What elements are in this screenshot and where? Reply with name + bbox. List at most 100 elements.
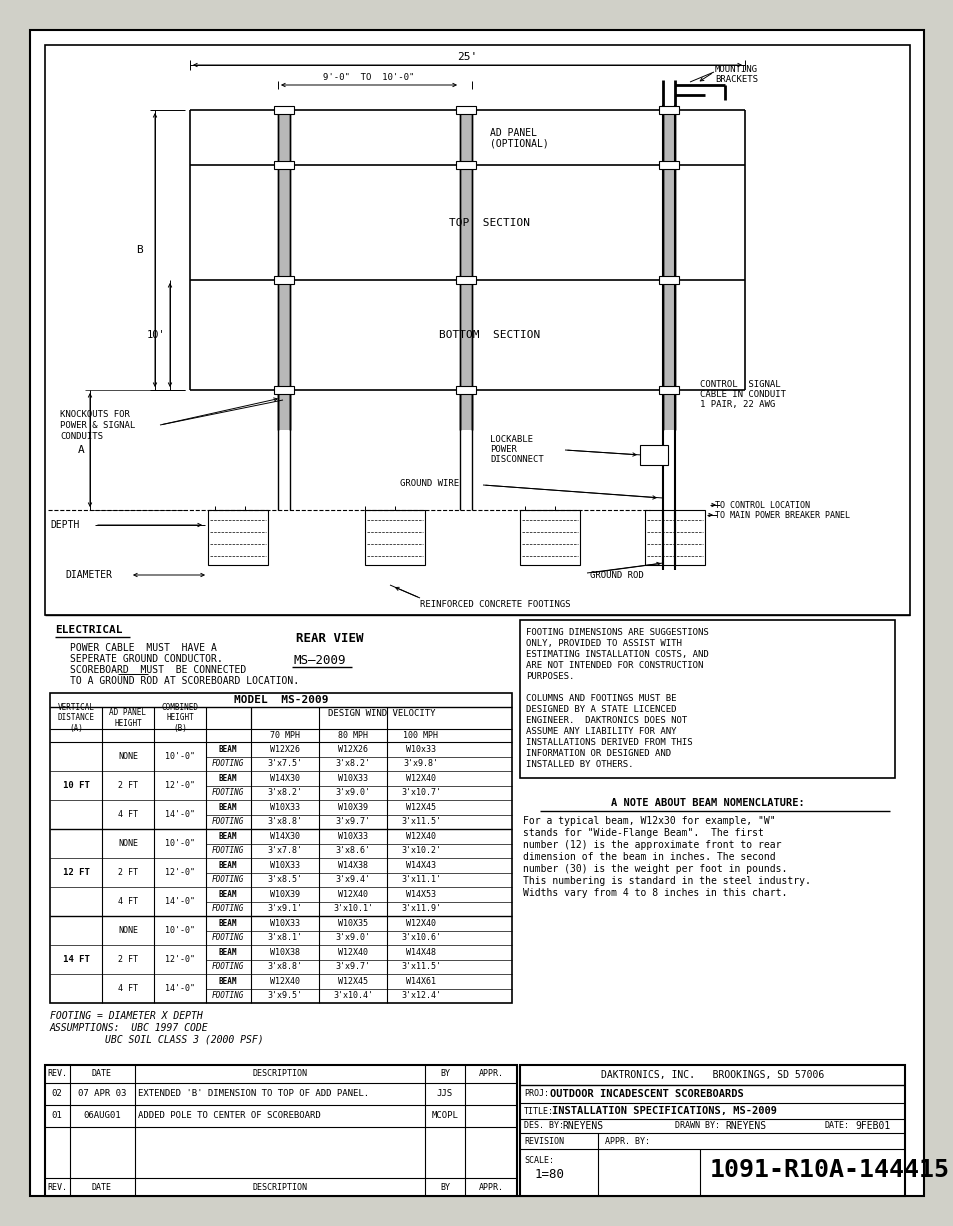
Text: 3'x9.0': 3'x9.0' [335, 933, 370, 943]
Text: 12'-0": 12'-0" [165, 955, 194, 964]
Text: ELECTRICAL: ELECTRICAL [55, 625, 122, 635]
Text: 3'x7.5': 3'x7.5' [267, 759, 302, 769]
Text: 14'-0": 14'-0" [165, 810, 194, 819]
Text: W14X48: W14X48 [406, 948, 436, 956]
Text: 3'x10.6': 3'x10.6' [400, 933, 440, 943]
Text: NONE: NONE [118, 839, 138, 848]
Text: 12'-0": 12'-0" [165, 868, 194, 877]
Text: 3'x9.1': 3'x9.1' [267, 905, 302, 913]
Text: FOOTING: FOOTING [212, 759, 244, 769]
Text: FOOTING: FOOTING [212, 846, 244, 856]
Text: INSTALLATION SPECIFICATIONS, MS-2009: INSTALLATION SPECIFICATIONS, MS-2009 [552, 1106, 776, 1116]
Text: W14X61: W14X61 [406, 977, 436, 986]
Text: KNOCKOUTS FOR: KNOCKOUTS FOR [60, 409, 130, 419]
Bar [274, 386, 294, 394]
Text: W12X45: W12X45 [337, 977, 368, 986]
Text: W12X40: W12X40 [337, 948, 368, 956]
Text: ASSUME ANY LIABILITY FOR ANY: ASSUME ANY LIABILITY FOR ANY [525, 727, 676, 736]
Text: COLUMNS AND FOOTINGS MUST BE: COLUMNS AND FOOTINGS MUST BE [525, 694, 676, 702]
Text: DAKTRONICS, INC.   BROOKINGS, SD 57006: DAKTRONICS, INC. BROOKINGS, SD 57006 [600, 1070, 823, 1080]
Text: BEAM: BEAM [218, 948, 237, 956]
Text: ENGINEER.  DAKTRONICS DOES NOT: ENGINEER. DAKTRONICS DOES NOT [525, 716, 686, 725]
Bar [659, 105, 679, 114]
Text: (OPTIONAL): (OPTIONAL) [490, 139, 548, 148]
Text: 10'-0": 10'-0" [165, 839, 194, 848]
Text: 9'-0"  TO  10'-0": 9'-0" TO 10'-0" [323, 74, 415, 82]
Text: A NOTE ABOUT BEAM NOMENCLATURE:: A NOTE ABOUT BEAM NOMENCLATURE: [610, 798, 803, 808]
Text: FOOTING: FOOTING [212, 933, 244, 943]
Text: REV.: REV. [47, 1069, 67, 1079]
Text: 3'x9.5': 3'x9.5' [267, 992, 302, 1000]
Text: 3'x8.5': 3'x8.5' [267, 875, 302, 884]
Text: DESIGN WIND VELOCITY: DESIGN WIND VELOCITY [328, 710, 435, 718]
Bar [274, 161, 294, 169]
Text: W12X45: W12X45 [406, 803, 436, 812]
Text: 3'x8.6': 3'x8.6' [335, 846, 370, 856]
Text: TITLE:: TITLE: [523, 1107, 554, 1116]
Text: W10X33: W10X33 [337, 774, 368, 782]
Text: FOOTING = DIAMETER X DEPTH: FOOTING = DIAMETER X DEPTH [50, 1011, 203, 1021]
Text: 3'x9.7': 3'x9.7' [335, 962, 370, 971]
Text: INSTALLED BY OTHERS.: INSTALLED BY OTHERS. [525, 760, 633, 769]
Text: MODEL  MS-2009: MODEL MS-2009 [233, 695, 328, 705]
Text: JJS: JJS [436, 1090, 453, 1098]
Text: UBC SOIL CLASS 3 (2000 PSF): UBC SOIL CLASS 3 (2000 PSF) [105, 1035, 263, 1045]
Text: DESCRIPTION: DESCRIPTION [253, 1069, 307, 1079]
Text: BEAM: BEAM [218, 861, 237, 869]
Text: 10'-0": 10'-0" [165, 752, 194, 761]
Text: 2 FT: 2 FT [118, 868, 138, 877]
Text: BEAM: BEAM [218, 803, 237, 812]
Text: 3'x10.7': 3'x10.7' [400, 788, 440, 797]
Text: DIAMETER: DIAMETER [65, 570, 112, 580]
Text: 3'x8.2': 3'x8.2' [267, 788, 302, 797]
Text: 3'x8.8': 3'x8.8' [267, 962, 302, 971]
Text: EXTENDED 'B' DIMENSION TO TOP OF ADD PANEL.: EXTENDED 'B' DIMENSION TO TOP OF ADD PAN… [138, 1090, 369, 1098]
Text: COMBINED
HEIGHT
(B): COMBINED HEIGHT (B) [161, 702, 198, 733]
Text: 3'x9.7': 3'x9.7' [335, 818, 370, 826]
Bar [659, 276, 679, 284]
Text: RNEYENS: RNEYENS [724, 1121, 765, 1132]
Text: 3'x8.2': 3'x8.2' [335, 759, 370, 769]
Text: W14X38: W14X38 [337, 861, 368, 869]
Bar [456, 161, 476, 169]
Text: NONE: NONE [118, 752, 138, 761]
Text: 1091-R10A-144415: 1091-R10A-144415 [709, 1159, 949, 1182]
Text: FOOTING: FOOTING [212, 962, 244, 971]
Bar [45, 45, 909, 615]
Bar [208, 510, 268, 565]
Text: BEAM: BEAM [218, 831, 237, 841]
Text: VERTICAL
DISTANCE
(A): VERTICAL DISTANCE (A) [57, 702, 94, 733]
Text: W10X33: W10X33 [270, 861, 299, 869]
Text: TO MAIN POWER BREAKER PANEL: TO MAIN POWER BREAKER PANEL [714, 510, 849, 520]
Text: CONTROL  SIGNAL: CONTROL SIGNAL [700, 380, 780, 389]
Text: 06AUG01: 06AUG01 [83, 1112, 121, 1121]
Text: 1 PAIR, 22 AWG: 1 PAIR, 22 AWG [700, 400, 775, 409]
Text: RNEYENS: RNEYENS [561, 1121, 602, 1132]
Text: 07 APR 03: 07 APR 03 [78, 1090, 126, 1098]
Text: 02: 02 [51, 1090, 62, 1098]
Text: FOOTING: FOOTING [212, 818, 244, 826]
Text: 1=80: 1=80 [535, 1168, 564, 1181]
Bar [662, 110, 675, 430]
Text: 100 MPH: 100 MPH [403, 731, 438, 741]
Text: 4 FT: 4 FT [118, 897, 138, 906]
Bar [519, 1065, 904, 1197]
Text: 12'-0": 12'-0" [165, 781, 194, 790]
Text: CONDUITS: CONDUITS [60, 432, 103, 441]
Text: REVISION: REVISION [523, 1137, 563, 1145]
Text: BRACKETS: BRACKETS [714, 75, 758, 85]
Text: 14'-0": 14'-0" [165, 897, 194, 906]
Text: 3'x11.1': 3'x11.1' [400, 875, 440, 884]
Text: SCOREBOARD  MUST  BE CONNECTED: SCOREBOARD MUST BE CONNECTED [70, 664, 246, 676]
Text: 2 FT: 2 FT [118, 781, 138, 790]
Text: 3'x8.8': 3'x8.8' [267, 818, 302, 826]
Text: ADDED POLE TO CENTER OF SCOREBOARD: ADDED POLE TO CENTER OF SCOREBOARD [138, 1112, 320, 1121]
Text: APPR. BY:: APPR. BY: [604, 1137, 649, 1145]
Text: W10X35: W10X35 [337, 918, 368, 928]
Text: DESCRIPTION: DESCRIPTION [253, 1183, 307, 1192]
Text: 10 FT: 10 FT [63, 781, 90, 790]
Text: DATE: DATE [91, 1183, 112, 1192]
Text: W14X30: W14X30 [270, 774, 299, 782]
Text: NONE: NONE [118, 926, 138, 935]
Text: dimension of the beam in inches. The second: dimension of the beam in inches. The sec… [522, 852, 775, 862]
